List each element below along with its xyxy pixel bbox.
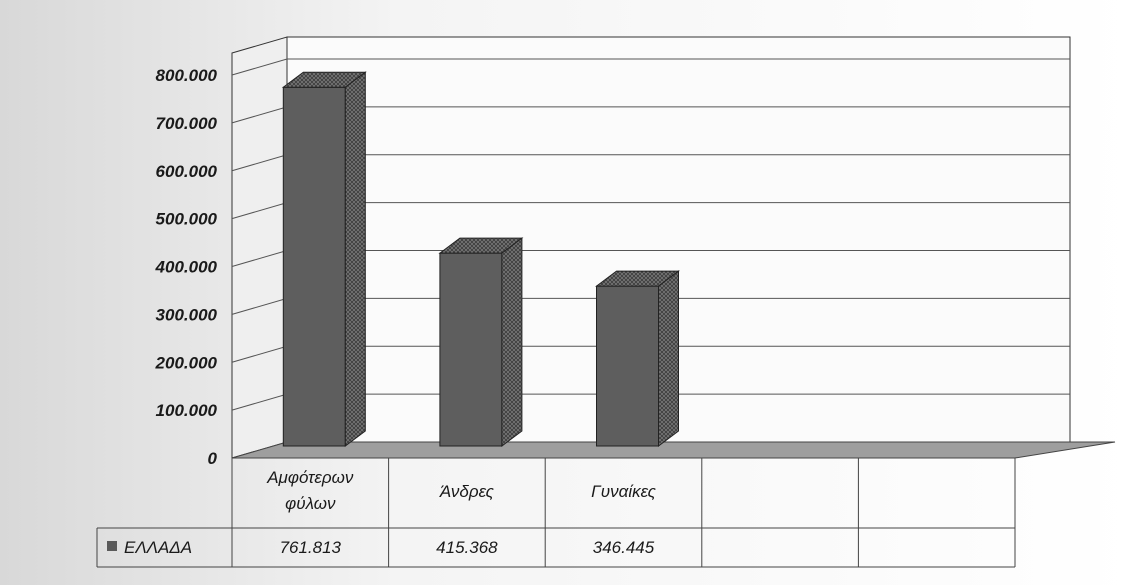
bar-front xyxy=(439,252,503,447)
bar-side xyxy=(344,71,366,447)
y-tick-label: 0 xyxy=(208,449,218,468)
y-tick-label: 600.000 xyxy=(156,162,218,181)
data-label: 761.813 xyxy=(280,538,342,557)
y-tick-label: 500.000 xyxy=(156,210,218,229)
bars xyxy=(281,71,680,447)
category-label: Αμφότερων xyxy=(266,468,354,487)
category-label: φύλων xyxy=(285,494,336,513)
y-tick-label: 400.000 xyxy=(155,258,218,277)
chart-floor xyxy=(231,441,1116,459)
data-label: 415.368 xyxy=(436,538,498,557)
bar-front xyxy=(282,86,346,447)
category-label: Γυναίκες xyxy=(591,482,657,501)
legend-key xyxy=(107,541,117,551)
bar xyxy=(281,71,367,447)
category-label: Άνδρες xyxy=(439,482,495,501)
y-tick-label: 200.000 xyxy=(155,353,218,372)
series-label: ΕΛΛΑΔΑ xyxy=(124,538,192,557)
bar-side xyxy=(501,237,523,447)
y-tick-label: 300.000 xyxy=(156,305,218,324)
y-tick-label: 700.000 xyxy=(156,114,218,133)
data-label: 346.445 xyxy=(593,538,655,557)
floor-plane xyxy=(231,441,1116,459)
bar-front xyxy=(596,285,659,447)
side-wall xyxy=(231,36,288,459)
bar-side xyxy=(658,270,679,447)
bar xyxy=(438,237,524,447)
y-axis-ticks: 0 100.000 200.000 300.000 400.000 500.000 600.… xyxy=(155,66,218,468)
y-tick-label: 100.000 xyxy=(156,401,218,420)
y-tick-label: 800.000 xyxy=(156,66,218,85)
gridline xyxy=(231,58,1070,76)
data-table: Αμφότερων φύλων Άνδρες Γυναίκες ΕΛΛΑΔΑ 761.81… xyxy=(96,458,1016,568)
bar xyxy=(595,270,680,447)
